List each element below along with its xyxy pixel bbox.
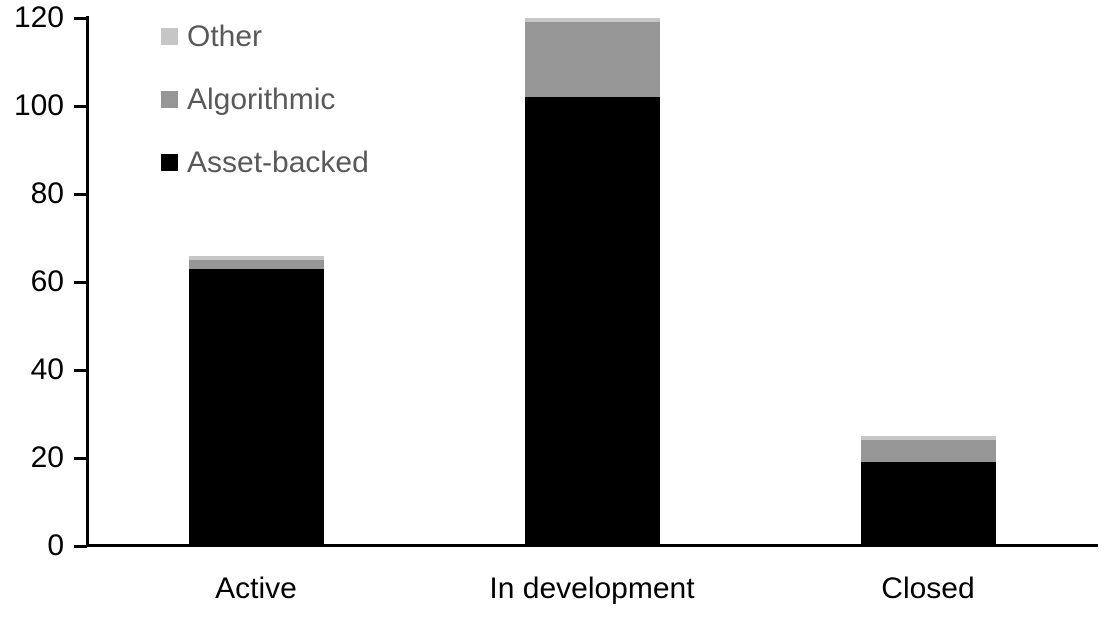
legend-label: Other [187, 19, 263, 53]
bar-segment [524, 97, 660, 546]
legend-item: Algorithmic [161, 82, 369, 116]
y-axis-tick-label: 20 [30, 441, 64, 474]
y-axis-tick-mark [74, 192, 87, 196]
y-axis-tick-mark [74, 544, 87, 548]
y-axis-tick-mark [74, 104, 87, 108]
y-axis-line [86, 16, 89, 547]
y-axis-tick-label: 60 [30, 265, 64, 298]
bar-segment [524, 18, 660, 23]
bar-segment [860, 436, 996, 441]
y-axis-tick-label: 120 [13, 1, 64, 34]
bar-segment [860, 462, 996, 546]
legend-label: Asset-backed [187, 145, 369, 179]
legend-label: Algorithmic [187, 82, 336, 116]
legend-swatch-icon [161, 91, 178, 108]
y-axis-tick-label: 80 [30, 177, 64, 210]
x-axis-category-label: Active [215, 572, 297, 605]
y-axis-tick-label: 0 [47, 529, 64, 562]
bar-segment [188, 260, 324, 269]
y-axis-tick-label: 40 [30, 353, 64, 386]
y-axis-tick-mark [74, 16, 87, 20]
x-axis-category-label: In development [489, 572, 695, 605]
legend-swatch-icon [161, 154, 178, 171]
bar-segment [860, 440, 996, 463]
y-axis-tick-label: 100 [13, 89, 64, 122]
legend-item: Other [161, 19, 369, 53]
bar-segment [524, 22, 660, 98]
y-axis-tick-mark [74, 280, 87, 284]
y-axis-tick-mark [74, 368, 87, 372]
x-axis-category-label: Closed [881, 572, 975, 605]
y-axis-tick-mark [74, 456, 87, 460]
legend: Other Algorithmic Asset-backed [161, 19, 369, 210]
legend-swatch-icon [161, 28, 178, 45]
legend-item: Asset-backed [161, 145, 369, 179]
bar-segment [188, 255, 324, 260]
bar-segment [188, 268, 324, 546]
